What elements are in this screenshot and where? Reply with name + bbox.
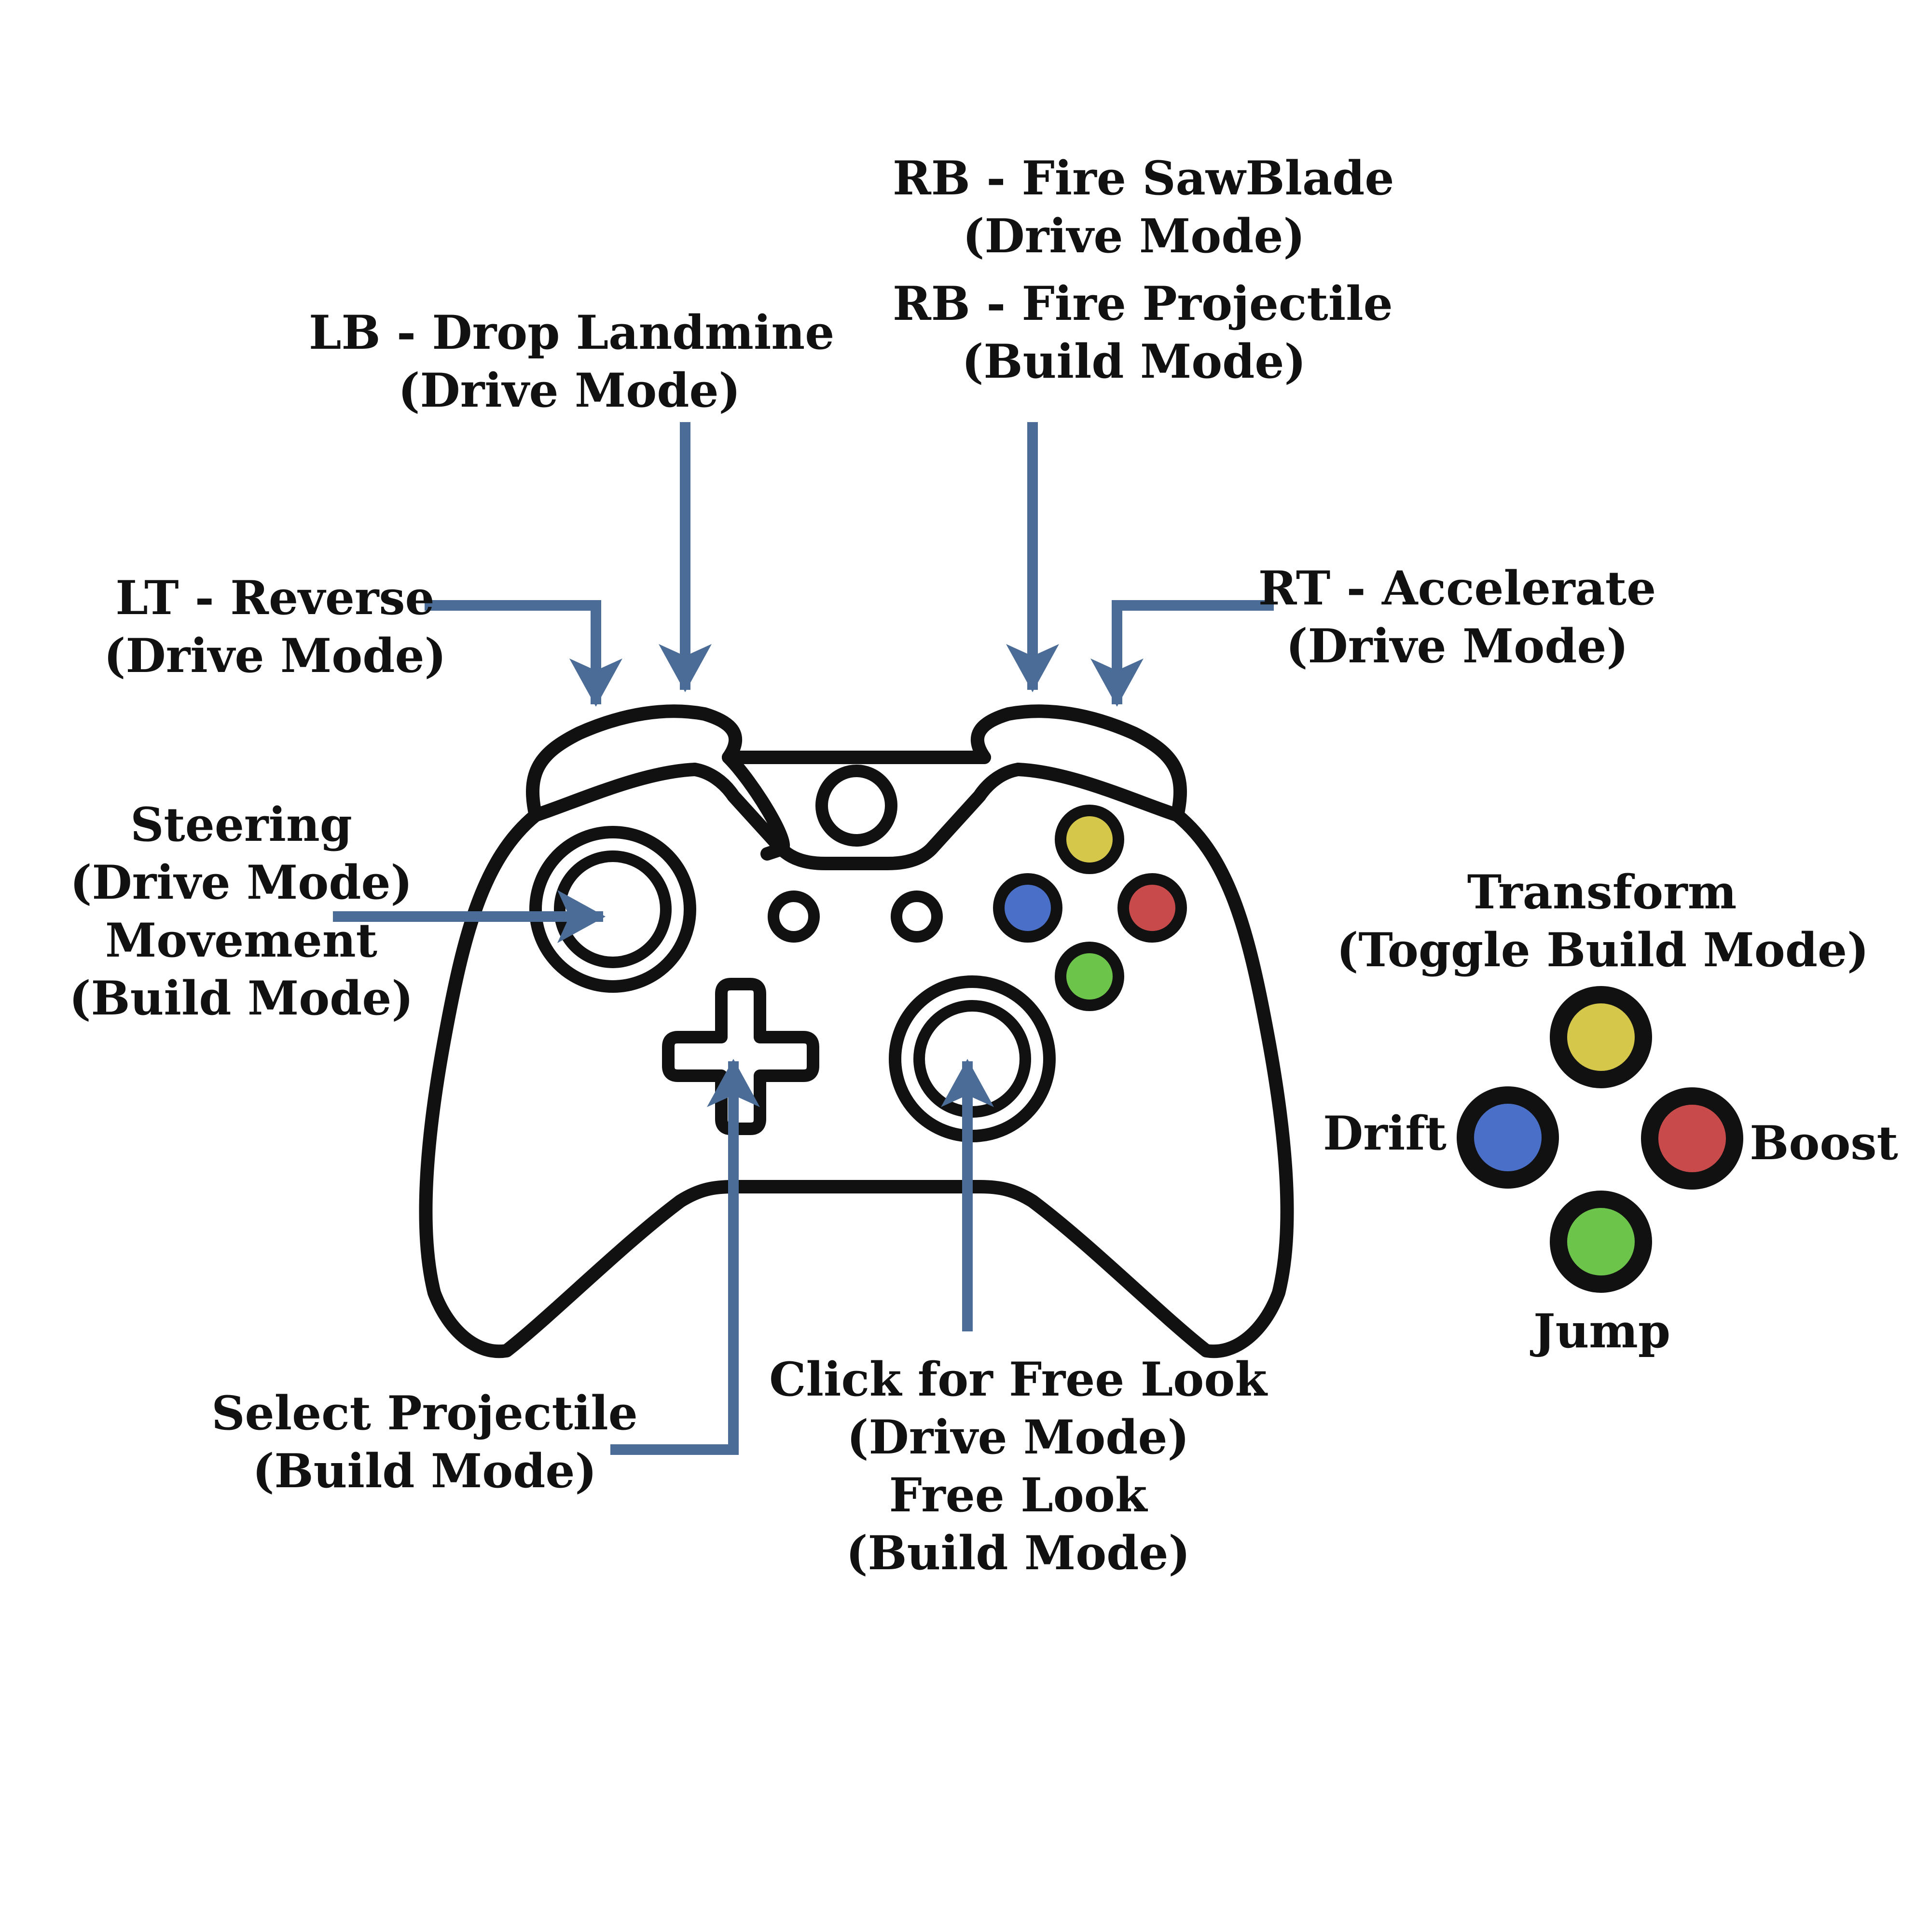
legend-button-b [1641, 1087, 1743, 1190]
gamepad-icon [419, 704, 1294, 1358]
y-button-label-line1: Transform [1467, 865, 1737, 919]
right-stick-label-line2: (Drive Mode) [847, 1410, 1189, 1465]
y-button-label: Transform (Toggle Build Mode) [1337, 863, 1869, 979]
guide-button[interactable] [815, 765, 897, 847]
left-stick-label: Steering (Drive Mode) Movement (Build Mo… [63, 796, 420, 1028]
lb-label-line1: LB - Drop Landmine [309, 305, 835, 360]
arrow-icon [425, 600, 622, 707]
lt-label-line1: LT - Reverse [115, 571, 435, 625]
right-stick-label-line3: Free Look [889, 1468, 1147, 1522]
a-button-label: Jump [1533, 1304, 1670, 1358]
right-stick-label: Click for Free Look (Drive Mode) Free Lo… [753, 1351, 1283, 1582]
lt-label-line2: (Drive Mode) [104, 629, 446, 683]
rt-label-line2: (Drive Mode) [1286, 619, 1628, 673]
y-button-label-line2: (Toggle Build Mode) [1337, 923, 1869, 977]
dpad-label: Select Projectile (Build Mode) [207, 1384, 642, 1500]
rt-label-line1: RT - Accelerate [1258, 561, 1656, 616]
lt-label: LT - Reverse (Drive Mode) [96, 569, 454, 685]
menu-button[interactable] [891, 891, 943, 943]
face-button-y[interactable] [1055, 805, 1124, 874]
x-button-label: Drift [1323, 1106, 1447, 1161]
left-stick-label-line4: (Build Mode) [69, 971, 414, 1026]
legend-button-a [1550, 1191, 1652, 1293]
left-stick-label-line2: (Drive Mode) [70, 855, 413, 910]
left-stick[interactable] [529, 826, 696, 993]
rb-label-line2: (Drive Mode) [963, 209, 1305, 263]
view-button[interactable] [768, 891, 820, 943]
left-stick-label-line3: Movement [105, 913, 377, 968]
rb-label-line3: RB - Fire Projectile [893, 276, 1393, 331]
left-stick-label-line1: Steering [130, 797, 352, 852]
face-button-b[interactable] [1117, 873, 1187, 943]
lb-label-line2: (Drive Mode) [398, 363, 741, 418]
dpad-label-line1: Select Projectile [211, 1386, 638, 1440]
controller-inner-top [688, 763, 1025, 870]
legend-button-y [1550, 986, 1652, 1088]
right-stick-label-line4: (Build Mode) [846, 1526, 1190, 1580]
b-button-label: Boost [1750, 1116, 1898, 1170]
rb-label-line4: (Build Mode) [962, 334, 1306, 389]
arrow-icon [610, 1059, 760, 1455]
left-bumper [526, 704, 743, 822]
face-button-x[interactable] [993, 873, 1062, 943]
rb-label-line1: RB - Fire SawBlade [893, 151, 1394, 206]
legend-button-x [1457, 1086, 1559, 1189]
right-stick-label-line1: Click for Free Look [769, 1352, 1267, 1407]
dpad-icon[interactable] [662, 978, 819, 1135]
dpad-label-line2: (Build Mode) [252, 1444, 597, 1498]
arrow-icon [1090, 600, 1274, 707]
lb-label: LB - Drop Landmine (Drive Mode) [309, 304, 835, 420]
right-bumper [970, 704, 1187, 822]
rt-label: RT - Accelerate (Drive Mode) [1254, 560, 1660, 675]
face-button-a[interactable] [1055, 942, 1124, 1011]
rb-label: RB - Fire SawBlade (Drive Mode) RB - Fir… [893, 150, 1394, 391]
